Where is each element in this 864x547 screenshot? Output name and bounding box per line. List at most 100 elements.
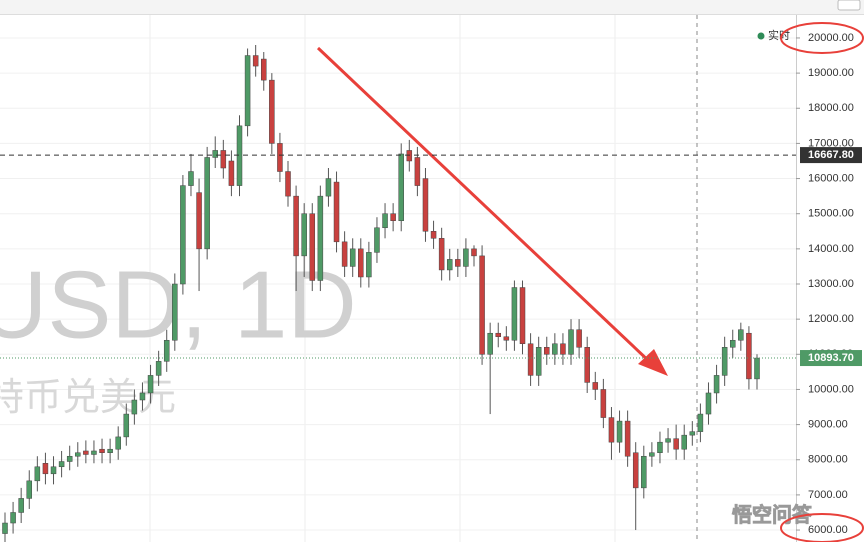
y-tick-label: 20000.00 xyxy=(808,32,854,44)
y-tick-label: 17000.00 xyxy=(808,137,854,149)
candle-body xyxy=(99,448,105,453)
y-tick-label: 15000.00 xyxy=(808,208,854,220)
price-label-box xyxy=(800,350,862,367)
candle-body xyxy=(196,192,202,250)
candle-body xyxy=(107,448,113,453)
trend-arrow xyxy=(316,46,654,366)
y-tick-label: 19000.00 xyxy=(808,67,854,79)
watermark-title: USD, 1D xyxy=(0,251,357,358)
candle-body xyxy=(220,150,227,169)
candle-body xyxy=(10,512,16,524)
candle-body xyxy=(236,125,243,186)
candle-body xyxy=(689,431,696,436)
candle-body xyxy=(2,522,8,534)
candle-body xyxy=(584,347,590,383)
candle-body xyxy=(673,438,679,450)
candle-body xyxy=(301,213,307,257)
y-tick-label: 7000.00 xyxy=(808,489,848,501)
candle-body xyxy=(269,79,275,144)
candle-body xyxy=(398,153,404,221)
candle-body xyxy=(188,171,194,186)
candle-body xyxy=(374,227,380,253)
candle-body xyxy=(705,392,712,415)
candle-body xyxy=(147,375,154,394)
candle-body xyxy=(479,255,485,355)
candle-body xyxy=(649,452,655,457)
candle-body xyxy=(212,150,218,158)
y-tick-label: 18000.00 xyxy=(808,102,854,114)
candle-body xyxy=(131,399,138,415)
candle-body xyxy=(333,181,340,243)
candle-body xyxy=(446,259,453,271)
candle-body xyxy=(252,55,259,67)
candle-body xyxy=(26,480,33,499)
candle-body xyxy=(228,160,235,186)
y-tick-label: 14000.00 xyxy=(808,243,854,255)
price-label: 10893.70 xyxy=(808,352,854,364)
candle-body xyxy=(697,413,704,432)
candle-body xyxy=(18,498,24,513)
candle-body xyxy=(665,438,671,443)
candle-body xyxy=(91,450,97,455)
y-tick-label: 12000.00 xyxy=(808,313,854,325)
candle-body xyxy=(414,157,421,186)
candle-body xyxy=(123,413,130,438)
candle-body xyxy=(463,248,469,267)
candle-body xyxy=(75,452,81,457)
watermark-logo: 悟空问答 xyxy=(732,502,813,526)
candle-body xyxy=(139,392,146,401)
candle-body xyxy=(471,248,477,257)
candle-body xyxy=(390,213,396,221)
candle-body xyxy=(511,287,518,341)
candle-body xyxy=(358,248,364,278)
candle-body xyxy=(115,436,121,450)
price-label: 16667.80 xyxy=(808,149,854,161)
toolbar xyxy=(0,0,864,14)
candle-body xyxy=(293,195,299,257)
candle-body xyxy=(729,339,736,348)
candle-body xyxy=(244,55,251,127)
candle-body xyxy=(641,455,647,489)
candle-body xyxy=(721,347,728,376)
candle-body xyxy=(422,178,429,232)
candle-body xyxy=(341,241,348,267)
candle-body xyxy=(83,450,89,455)
y-tick-label: 6000.00 xyxy=(808,524,848,536)
candle-body xyxy=(42,463,49,475)
candle-body xyxy=(616,420,623,443)
arrow-head xyxy=(638,349,668,376)
candle-body xyxy=(455,259,461,267)
legend-marker xyxy=(757,32,765,40)
candles xyxy=(2,44,760,545)
highlight-ellipse xyxy=(780,22,864,54)
candle-body xyxy=(366,252,372,278)
candle-body xyxy=(746,332,752,380)
candle-body xyxy=(325,178,332,197)
toolbar-button[interactable] xyxy=(837,0,861,11)
candle-body xyxy=(560,343,566,355)
candle-body xyxy=(261,58,267,81)
candle-body xyxy=(657,441,663,453)
y-tick-label: 8000.00 xyxy=(808,454,848,466)
candle-body xyxy=(155,361,162,376)
y-tick-label: 13000.00 xyxy=(808,278,854,290)
candle-body xyxy=(592,382,599,390)
candle-body xyxy=(632,452,639,489)
candle-body xyxy=(544,347,550,355)
grid xyxy=(0,15,796,542)
candle-body xyxy=(487,332,493,355)
candle-body xyxy=(576,329,582,348)
candle-body xyxy=(535,347,542,376)
candle-body xyxy=(349,248,356,267)
candle-body xyxy=(519,287,526,345)
candle-body xyxy=(406,150,413,162)
candle-body xyxy=(285,171,291,197)
y-tick-label: 10000.00 xyxy=(808,383,854,395)
candle-body xyxy=(58,461,65,468)
candle-body xyxy=(317,195,324,281)
candle-body xyxy=(438,238,445,271)
candle-body xyxy=(624,420,631,457)
candle-body xyxy=(277,143,283,172)
